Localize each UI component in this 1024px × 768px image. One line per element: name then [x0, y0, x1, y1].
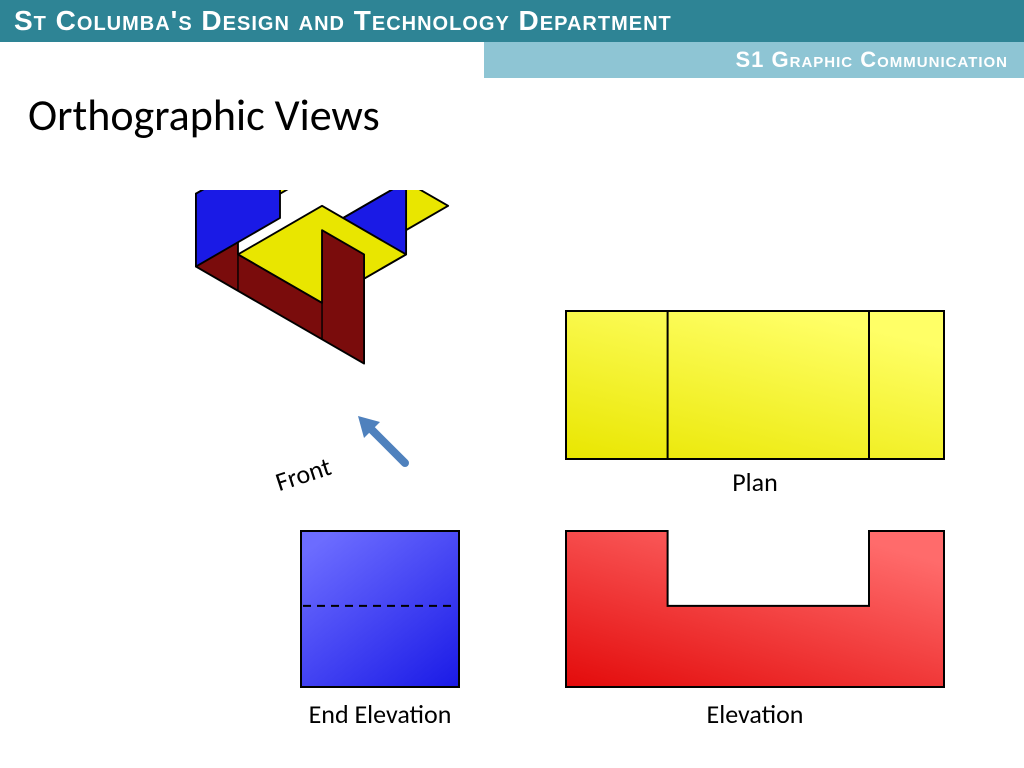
- page-title: Orthographic Views: [28, 88, 380, 142]
- banner-main: St Columba's Design and Technology Depar…: [0, 0, 1024, 42]
- end-elevation-label: End Elevation: [280, 698, 480, 730]
- plan-label: Plan: [565, 466, 945, 498]
- isometric-svg: [80, 190, 480, 470]
- banner-main-text: St Columba's Design and Technology Depar…: [14, 5, 672, 37]
- isometric-view: [80, 190, 480, 470]
- end-elevation-view: [300, 530, 460, 688]
- plan-view: [565, 310, 945, 460]
- banner-sub: S1 Graphic Communication: [484, 42, 1024, 78]
- front-arrow-icon: [350, 408, 420, 478]
- elevation-view: [565, 530, 945, 688]
- banner-sub-text: S1 Graphic Communication: [735, 47, 1008, 73]
- elevation-label: Elevation: [565, 698, 945, 730]
